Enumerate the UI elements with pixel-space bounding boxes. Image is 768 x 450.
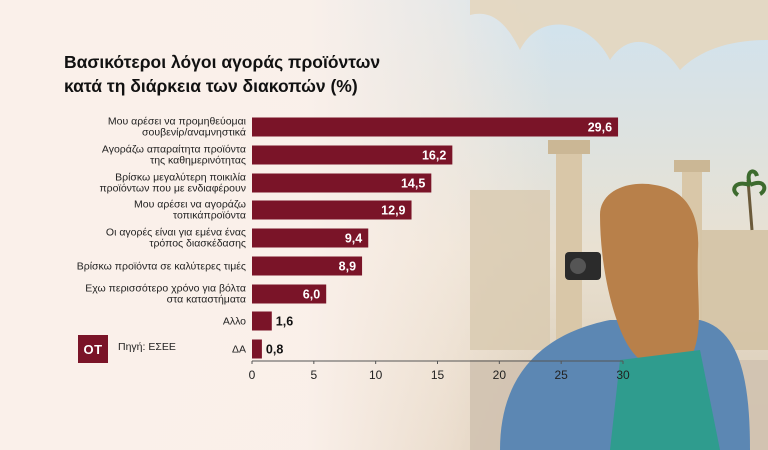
category-label-4-1: τρόπος διασκέδασης xyxy=(149,238,246,250)
category-label-1-1: της καθημερινότητας xyxy=(150,155,246,167)
ot-logo: ΟΤ xyxy=(78,335,108,363)
bar-value-label-3: 12,9 xyxy=(381,204,405,218)
category-label-8-0: ΔΑ xyxy=(232,344,246,356)
bar-7 xyxy=(252,311,272,331)
bar-4 xyxy=(252,228,369,248)
bar-3 xyxy=(252,200,412,220)
chart-title-line-1: Βασικότεροι λόγοι αγοράς προϊόντων xyxy=(64,52,381,72)
bar-6 xyxy=(252,284,327,304)
category-label-3-0: Μου αρέσει να αγοράζω xyxy=(134,199,246,211)
x-tick-label-0: 0 xyxy=(249,368,256,382)
x-tick-label-4: 20 xyxy=(493,368,507,382)
x-tick-label-3: 15 xyxy=(431,368,445,382)
category-label-1-0: Αγοράζω απαραίτητα προϊόντα xyxy=(102,144,246,156)
category-label-2-1: προϊόντων που με ενδιαφέρουν xyxy=(99,183,246,195)
bar-value-label-0: 29,6 xyxy=(588,121,612,135)
category-label-0-0: Μου αρέσει να προμηθεύομαι xyxy=(108,116,247,128)
bar-value-label-2: 14,5 xyxy=(401,177,425,191)
bar-value-label-5: 8,9 xyxy=(339,260,356,274)
bar-value-label-6: 6,0 xyxy=(303,288,320,302)
category-label-4-0: Οι αγορές είναι για εμένα ένας xyxy=(106,227,246,239)
chart-title: Βασικότεροι λόγοι αγοράς προϊόντων κατά … xyxy=(64,50,484,98)
bar-value-label-7: 1,6 xyxy=(276,315,293,329)
category-label-6-1: στα καταστήματα xyxy=(167,294,246,306)
chart-title-line-2: κατά τη διάρκεια των διακοπών (%) xyxy=(64,76,358,96)
source-note: Πηγή: ΕΣΕΕ xyxy=(118,341,176,353)
x-tick-label-2: 10 xyxy=(369,368,383,382)
category-label-7-0: Αλλο xyxy=(223,316,246,328)
category-label-2-0: Βρίσκω μεγαλύτερη ποικιλία xyxy=(115,172,246,184)
bar-value-label-1: 16,2 xyxy=(422,149,446,163)
x-tick-label-5: 25 xyxy=(554,368,568,382)
x-tick-label-1: 5 xyxy=(310,368,317,382)
bar-value-label-4: 9,4 xyxy=(345,232,362,246)
bar-value-label-8: 0,8 xyxy=(266,343,283,357)
category-label-3-1: τοπικάπροϊόντα xyxy=(173,210,246,222)
x-tick-label-6: 30 xyxy=(616,368,630,382)
bar-2 xyxy=(252,173,432,193)
category-label-0-1: σουβενίρ/αναμνηστικά xyxy=(142,127,246,139)
bar-5 xyxy=(252,256,363,276)
bar-0 xyxy=(252,117,619,137)
category-label-6-0: Εχω περισσότερο χρόνο για βόλτα xyxy=(85,283,246,295)
bar-8 xyxy=(252,339,262,359)
category-label-5-0: Βρίσκω προϊόντα σε καλύτερες τιμές xyxy=(77,261,246,273)
bar-1 xyxy=(252,145,453,165)
